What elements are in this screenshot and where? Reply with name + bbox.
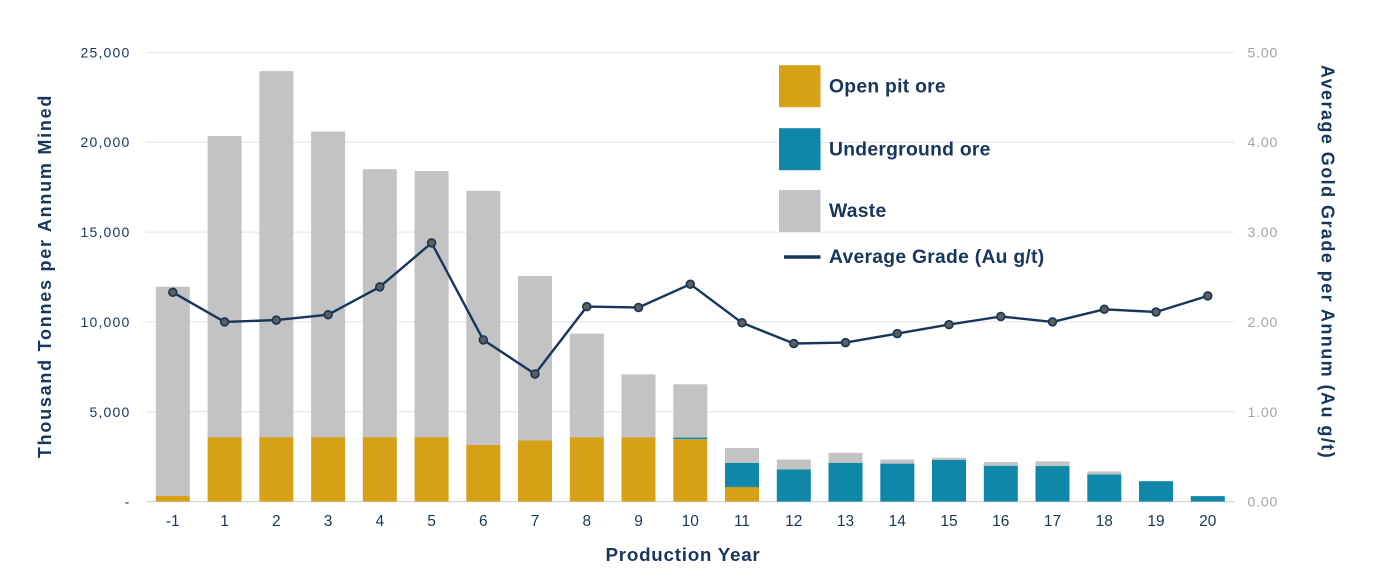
svg-text:5: 5 [427, 513, 436, 530]
svg-text:20,000: 20,000 [80, 134, 130, 150]
svg-text:2.00: 2.00 [1248, 314, 1279, 330]
svg-text:-1: -1 [166, 513, 180, 530]
svg-text:1: 1 [220, 513, 229, 530]
svg-text:12: 12 [785, 513, 802, 530]
svg-text:4: 4 [375, 513, 384, 530]
svg-text:20: 20 [1199, 513, 1217, 530]
svg-text:6: 6 [479, 513, 488, 530]
svg-text:15,000: 15,000 [80, 224, 130, 240]
svg-text:5.00: 5.00 [1248, 44, 1279, 60]
svg-text:14: 14 [889, 513, 907, 530]
svg-text:Underground ore: Underground ore [829, 139, 991, 160]
svg-text:9: 9 [634, 513, 643, 530]
svg-text:7: 7 [531, 513, 540, 530]
svg-text:Thousand Tonnes per Annum Mine: Thousand Tonnes per Annum Mined [35, 94, 55, 458]
svg-text:19: 19 [1147, 513, 1164, 530]
svg-text:17: 17 [1044, 513, 1061, 530]
svg-text:16: 16 [992, 513, 1009, 530]
svg-text:1.00: 1.00 [1248, 404, 1279, 420]
svg-text:10: 10 [682, 513, 700, 530]
svg-text:3: 3 [324, 513, 333, 530]
svg-text:Average Grade (Au g/t): Average Grade (Au g/t) [829, 247, 1044, 268]
svg-text:Open pit ore: Open pit ore [829, 76, 946, 97]
svg-text:10,000: 10,000 [80, 314, 130, 330]
svg-text:18: 18 [1096, 513, 1113, 530]
svg-text:Production Year: Production Year [606, 544, 761, 565]
svg-text:3.00: 3.00 [1248, 224, 1279, 240]
svg-text:2: 2 [272, 513, 281, 530]
svg-text:Average Gold Grade per Annum (: Average Gold Grade per Annum (Au g/t) [1318, 65, 1338, 459]
svg-text:15: 15 [940, 513, 957, 530]
svg-text:11: 11 [734, 513, 750, 530]
svg-text:4.00: 4.00 [1248, 134, 1279, 150]
svg-text:-: - [125, 494, 131, 510]
svg-text:Waste: Waste [829, 201, 886, 222]
svg-text:0.00: 0.00 [1248, 494, 1279, 510]
svg-text:5,000: 5,000 [89, 404, 130, 420]
svg-text:8: 8 [582, 513, 591, 530]
svg-text:13: 13 [837, 513, 854, 530]
svg-text:25,000: 25,000 [80, 44, 130, 60]
